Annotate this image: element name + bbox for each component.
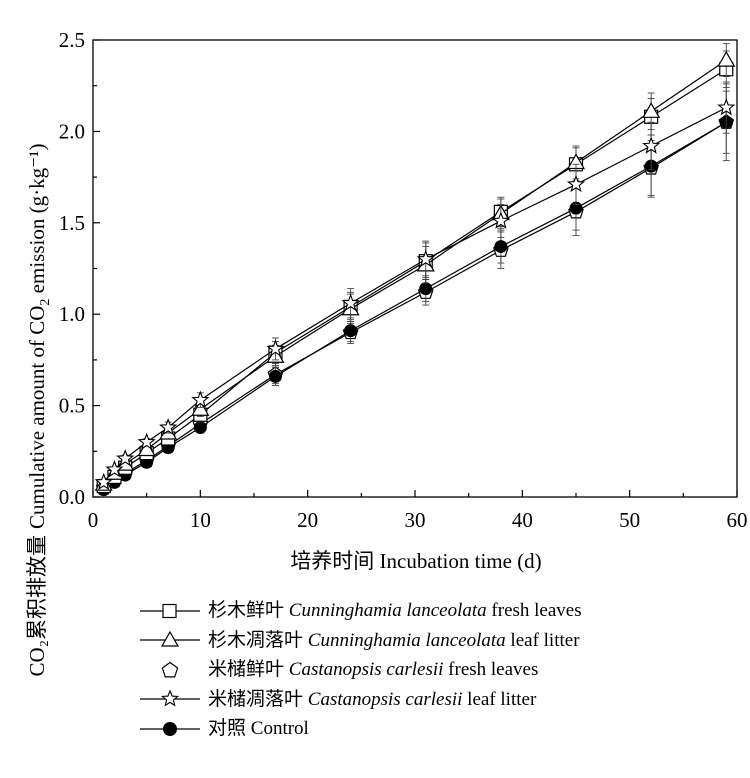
legend-label-zh: 杉木鲜叶 [208, 600, 285, 621]
data-point-triangle [717, 50, 736, 67]
data-point-filled-circle [344, 324, 358, 338]
x-tick-label: 40 [512, 508, 533, 532]
x-tick-label: 20 [297, 508, 318, 532]
data-point-star [416, 249, 435, 268]
data-point-star [191, 390, 210, 408]
data-point-filled-circle [193, 421, 207, 435]
legend-item-cunninghamia-litter: 杉木凋落叶 Cunninghamia lanceolata leaf litte… [138, 626, 582, 656]
data-point-triangle [642, 102, 661, 118]
legend-label-zh: 对照 [208, 718, 247, 739]
legend-marker-star [140, 689, 200, 707]
y-axis-label-sub: 2 [38, 299, 53, 306]
data-point-star [137, 432, 156, 450]
data-point-star [266, 339, 285, 357]
data-point-star [116, 449, 135, 467]
legend-label-sci: Castanopsis carlesii [288, 659, 444, 680]
data-point-filled-circle [419, 282, 433, 296]
data-point-filled-circle [494, 240, 508, 254]
y-tick-label: 1.0 [59, 302, 85, 326]
axes: 0 10 20 30 40 50 60 0.0 0.5 1.0 1.5 2.0 2.5 [59, 28, 748, 532]
legend-label-sci: Cunninghamia lanceolata [288, 600, 487, 621]
y-tick-label: 0.0 [59, 485, 85, 509]
series-line [103, 121, 727, 491]
x-axis-label: 培养时间 Incubation time (d) [290, 549, 541, 573]
data-point-star [105, 460, 124, 478]
y-tick-label: 1.5 [59, 211, 85, 235]
series-pentagon [95, 90, 735, 495]
legend-label-rest: fresh leaves [448, 659, 539, 680]
y-tick-label: 2.5 [59, 28, 85, 52]
series-triangle [94, 43, 736, 491]
plot-series [94, 43, 736, 497]
data-point-star [94, 472, 113, 491]
legend-marker-triangle [140, 631, 200, 647]
series-filled-circle [97, 83, 733, 497]
legend: 杉木鲜叶 Cunninghamia lanceolata fresh leave… [138, 596, 582, 744]
legend-label-zh: 米槠鲜叶 [208, 659, 285, 680]
legend-label-rest: leaf litter [467, 688, 537, 710]
x-tick-label: 0 [88, 508, 99, 532]
legend-item-castanopsis-litter: 米槠凋落叶 Castanopsis carlesii leaf litter [138, 685, 582, 715]
data-point-star [491, 211, 510, 229]
legend-label-rest: Control [250, 718, 309, 739]
plot-frame [92, 39, 738, 498]
x-tick-label: 10 [190, 508, 211, 532]
x-tick-label: 60 [727, 508, 748, 532]
y-axis-label-prefix: Cumulative amount of CO [25, 306, 49, 529]
y-tick-label: 0.5 [59, 394, 85, 418]
legend-label-rest: leaf litter [510, 629, 580, 651]
y-axis-label-zh: CO₂累积排放量 [25, 535, 49, 677]
legend-marker-filled-circle [140, 721, 200, 736]
data-point-star [642, 136, 661, 154]
legend-item-castanopsis-fresh: 米槠鲜叶 Castanopsis carlesii fresh leaves [138, 655, 582, 685]
data-point-triangle [191, 400, 210, 416]
x-tick-label: 50 [619, 508, 640, 532]
x-tick-label: 30 [405, 508, 426, 532]
data-point-star [717, 98, 736, 116]
data-point-filled-circle [268, 369, 282, 383]
legend-label-sci: Castanopsis carlesii [307, 688, 463, 710]
legend-marker-pentagon [161, 661, 179, 678]
legend-item-cunninghamia-fresh: 杉木鲜叶 Cunninghamia lanceolata fresh leave… [138, 596, 582, 626]
y-axis-label-suffix: emission (g·kg⁻¹) [25, 144, 49, 299]
data-point-star [341, 293, 360, 311]
legend-label-zh: 米槠凋落叶 [208, 688, 304, 710]
legend-label-rest: fresh leaves [491, 600, 582, 621]
legend-marker-square [140, 603, 200, 618]
legend-item-control: 对照 Control [138, 714, 582, 744]
y-axis-label: CO₂累积排放量 Cumulative amount of CO2 emissio… [25, 144, 53, 677]
series-star [94, 81, 736, 491]
data-point-star [159, 417, 178, 436]
legend-label-sci: Cunninghamia lanceolata [307, 629, 506, 651]
y-tick-label: 2.0 [59, 119, 85, 143]
axis-labels: 培养时间 Incubation time (d) CO₂累积排放量 Cumulat… [25, 144, 542, 677]
data-point-star [566, 174, 586, 193]
legend-label-zh: 杉木凋落叶 [208, 629, 304, 651]
